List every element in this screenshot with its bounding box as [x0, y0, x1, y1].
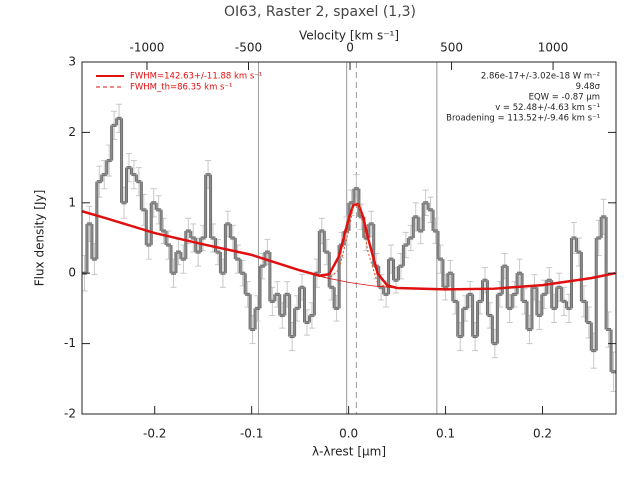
- legend-label: FWHM_th=86.35 km s⁻¹: [130, 83, 232, 93]
- x-tick-label: 0.1: [436, 427, 455, 441]
- annotation: 9.48σ: [576, 82, 601, 92]
- y-tick-label: 1: [68, 195, 76, 209]
- x-tick-label: 0.2: [533, 427, 552, 441]
- annotation: v = 52.48+/-4.63 km s⁻¹: [495, 103, 600, 113]
- y-tick-label: 3: [68, 55, 76, 69]
- fit-line: [319, 203, 388, 288]
- annotation: EQW = -0.87 μm: [529, 93, 600, 103]
- y-tick-label: -2: [64, 407, 76, 421]
- x2-tick-label: 0: [346, 41, 354, 55]
- x-tick-label: -0.2: [143, 427, 166, 441]
- x2-axis-label: Velocity [km s⁻¹]: [299, 29, 399, 43]
- chart-title: OI63, Raster 2, spaxel (1,3): [224, 4, 416, 20]
- y-tick-label: -1: [64, 336, 76, 350]
- fit-line: [81, 210, 616, 290]
- x2-tick-label: 500: [440, 41, 463, 55]
- x-tick-label: 0.0: [339, 427, 358, 441]
- x-tick-label: -0.1: [240, 427, 263, 441]
- x2-tick-label: -500: [235, 41, 262, 55]
- y-tick-label: 0: [68, 266, 76, 280]
- annotation: Broadening = 113.52+/-9.46 km s⁻¹: [446, 114, 600, 124]
- y-axis-label: Flux density [Jy]: [33, 190, 47, 287]
- x-axis-label: λ-λrest [μm]: [312, 445, 386, 459]
- legend-label: FWHM=142.63+/-11.88 km s⁻¹: [130, 72, 262, 82]
- x2-tick-label: -1000: [130, 41, 165, 55]
- y-tick-label: 2: [68, 125, 76, 139]
- annotation: 2.86e-17+/-3.02e-18 W m⁻²: [481, 72, 600, 82]
- x2-tick-label: 1000: [538, 41, 569, 55]
